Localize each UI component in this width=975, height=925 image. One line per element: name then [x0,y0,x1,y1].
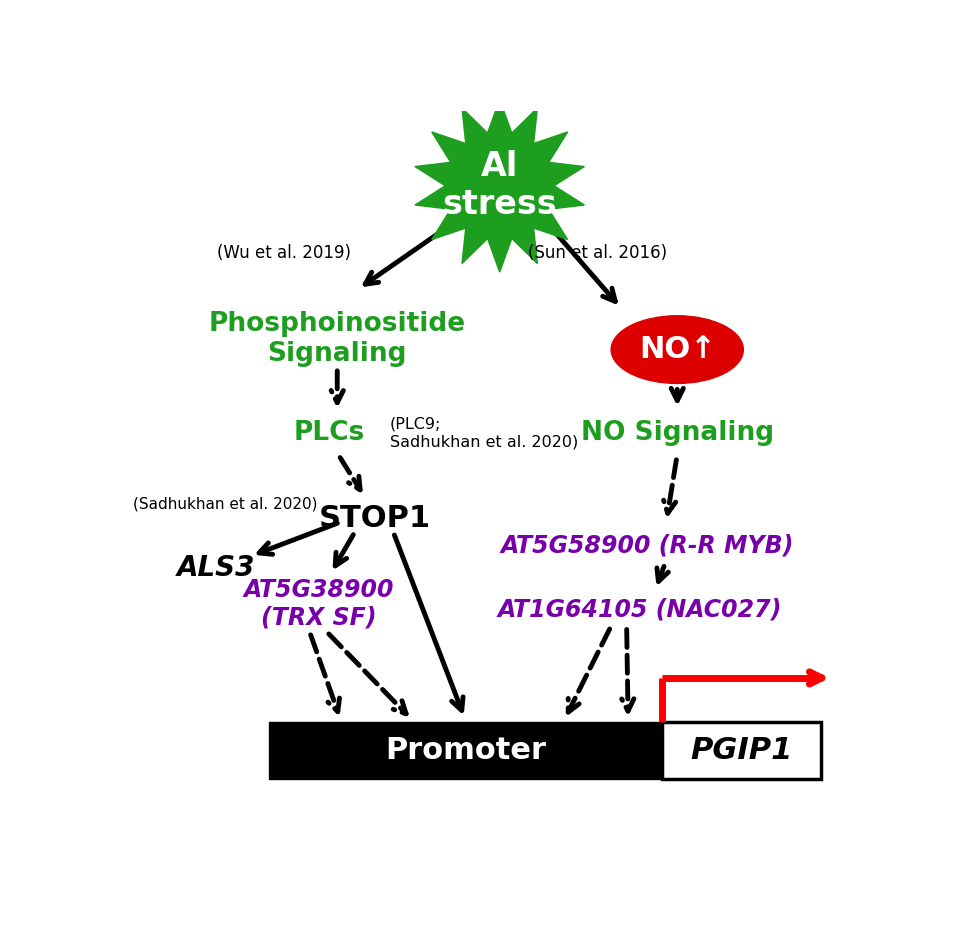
Text: PLCs: PLCs [294,420,366,446]
Text: (PLC9;
Sadhukhan et al. 2020): (PLC9; Sadhukhan et al. 2020) [390,417,578,450]
Text: AT5G38900
(TRX SF): AT5G38900 (TRX SF) [243,578,394,630]
Text: STOP1: STOP1 [319,504,431,533]
Polygon shape [415,100,584,272]
Text: PGIP1: PGIP1 [690,736,793,765]
Text: (Wu et al. 2019): (Wu et al. 2019) [217,244,351,263]
Ellipse shape [611,315,743,384]
Text: (Sun et al. 2016): (Sun et al. 2016) [528,244,668,263]
Text: NO↑: NO↑ [639,335,716,364]
Bar [269,722,662,779]
Text: AT5G58900 (R-R MYB): AT5G58900 (R-R MYB) [500,534,794,558]
Text: ALS3: ALS3 [177,554,255,582]
Text: Al
stress: Al stress [443,150,557,221]
Text: Promoter: Promoter [385,736,546,765]
Text: Phosphoinositide
Signaling: Phosphoinositide Signaling [209,311,466,367]
Text: AT1G64105 (NAC027): AT1G64105 (NAC027) [497,598,782,622]
Bar [662,722,821,779]
Text: NO Signaling: NO Signaling [581,420,774,446]
Text: (Sadhukhan et al. 2020): (Sadhukhan et al. 2020) [134,497,318,512]
